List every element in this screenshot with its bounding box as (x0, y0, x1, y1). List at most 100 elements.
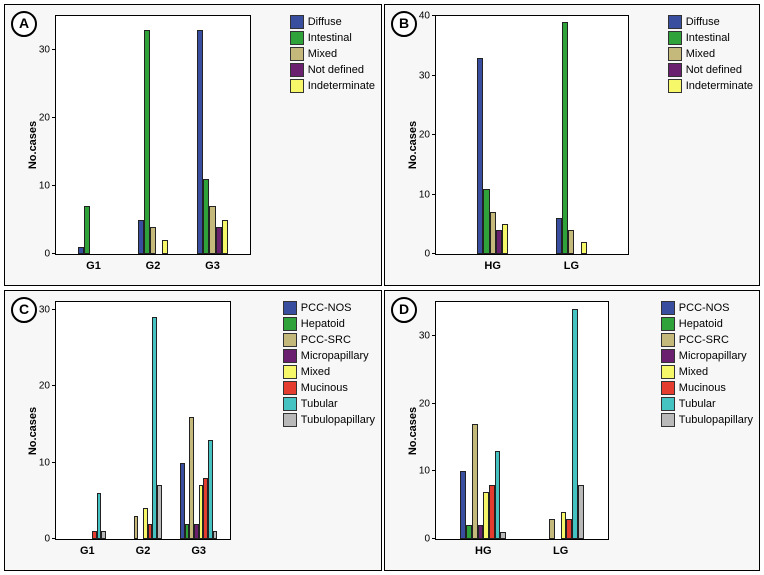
legend-label: Hepatoid (679, 318, 723, 330)
y-axis-label: No.cases (407, 406, 419, 454)
legend-item: Mixed (283, 365, 375, 379)
legend-item: PCC-NOS (661, 301, 753, 315)
legend-swatch (661, 397, 675, 411)
legend-label: Diffuse (686, 16, 720, 28)
bar (581, 242, 587, 254)
x-tick-label: G3 (205, 260, 220, 272)
legend-item: Hepatoid (283, 317, 375, 331)
legend-A: DiffuseIntestinalMixedNot definedIndeter… (290, 15, 375, 95)
y-axis-label: No.cases (27, 406, 39, 454)
legend-label: Mucinous (301, 382, 348, 394)
bar (213, 531, 218, 539)
legend-swatch (661, 413, 675, 427)
y-axis-label: No.cases (407, 121, 419, 169)
bar (562, 22, 568, 254)
legend-item: PCC-NOS (283, 301, 375, 315)
legend-item: Indeterminate (290, 79, 375, 93)
x-tick-label: LG (564, 260, 579, 272)
legend-item: Micropapillary (283, 349, 375, 363)
legend-item: PCC-SRC (661, 333, 753, 347)
legend-label: PCC-NOS (301, 302, 352, 314)
legend-label: Mixed (308, 48, 337, 60)
y-tick-label: 0 (26, 534, 50, 545)
legend-item: Hepatoid (661, 317, 753, 331)
legend-swatch (661, 333, 675, 347)
bar (549, 519, 555, 539)
x-tick-label: HG (484, 260, 501, 272)
legend-item: Intestinal (290, 31, 375, 45)
x-tick-label: G2 (136, 545, 151, 557)
y-tick-label: 20 (26, 113, 50, 124)
figure: A No.cases 0102030G1G2G3 DiffuseIntestin… (0, 0, 764, 575)
panel-badge: D (391, 297, 417, 323)
legend-label: Mixed (686, 48, 715, 60)
x-tick-label: HG (475, 545, 492, 557)
legend-item: Diffuse (290, 15, 375, 29)
legend-label: Diffuse (308, 16, 342, 28)
bar (472, 424, 478, 539)
legend-label: Mixed (301, 366, 330, 378)
legend-swatch (661, 381, 675, 395)
legend-label: Micropapillary (679, 350, 747, 362)
y-tick-label: 20 (406, 130, 430, 141)
legend-swatch (283, 365, 297, 379)
legend-swatch (668, 31, 682, 45)
legend-swatch (283, 301, 297, 315)
bar (150, 227, 156, 254)
y-tick-label: 20 (406, 398, 430, 409)
legend-item: Tubular (661, 397, 753, 411)
legend-swatch (283, 381, 297, 395)
bar (144, 30, 150, 254)
y-tick-label: 10 (26, 181, 50, 192)
plot-area-B: 010203040HGLG (435, 15, 629, 255)
legend-item: Mucinous (283, 381, 375, 395)
legend-label: Tubular (679, 398, 716, 410)
y-tick-label: 0 (26, 249, 50, 260)
legend-swatch (661, 301, 675, 315)
legend-label: Hepatoid (301, 318, 345, 330)
y-axis-label: No.cases (27, 121, 39, 169)
bar (157, 485, 162, 539)
legend-swatch (290, 15, 304, 29)
legend-B: Diffuse Intestinal Mixed Not defined Indeter… (668, 15, 753, 95)
y-tick-label: 0 (406, 534, 430, 545)
y-tick-label: 0 (406, 249, 430, 260)
legend-swatch (290, 47, 304, 61)
legend-swatch (668, 47, 682, 61)
bar (500, 532, 506, 539)
legend-item: Not defined (668, 63, 753, 77)
legend-swatch (283, 413, 297, 427)
legend-swatch (661, 365, 675, 379)
legend-item: PCC-SRC (283, 333, 375, 347)
legend-label: PCC-NOS (679, 302, 730, 314)
legend-item: Mixed (661, 365, 753, 379)
bar (84, 206, 90, 254)
y-tick-label: 10 (406, 466, 430, 477)
legend-item: Indeterminate (668, 79, 753, 93)
y-tick-label: 40 (406, 11, 430, 22)
legend-label: Intestinal (308, 32, 352, 44)
legend-label: Mucinous (679, 382, 726, 394)
legend-label: PCC-SRC (301, 334, 351, 346)
x-tick-label: G3 (191, 545, 206, 557)
legend-swatch (661, 349, 675, 363)
legend-label: Micropapillary (301, 350, 369, 362)
x-tick-label: G1 (80, 545, 95, 557)
bar (134, 516, 139, 539)
legend-label: Indeterminate (308, 80, 375, 92)
legend-item: Tubular (283, 397, 375, 411)
legend-swatch (668, 63, 682, 77)
y-tick-label: 30 (406, 330, 430, 341)
legend-item: Intestinal (668, 31, 753, 45)
legend-item: Mixed (290, 47, 375, 61)
bar (222, 220, 228, 254)
legend-label: Indeterminate (686, 80, 753, 92)
plot-area-A: 0102030G1G2G3 (55, 15, 251, 255)
legend-swatch (661, 317, 675, 331)
legend-swatch (290, 63, 304, 77)
panel-B: B No.cases 010203040HGLG DiffuseIntestin… (384, 4, 760, 286)
legend-swatch (283, 333, 297, 347)
panel-A: A No.cases 0102030G1G2G3 DiffuseIntestin… (4, 4, 382, 286)
legend-swatch (283, 317, 297, 331)
legend-item: Mucinous (661, 381, 753, 395)
